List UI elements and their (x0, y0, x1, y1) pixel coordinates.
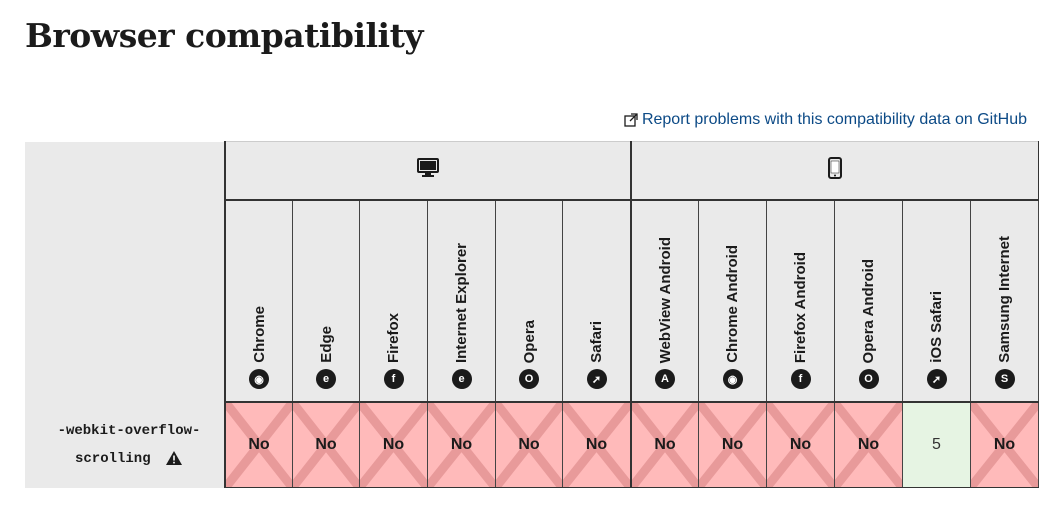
support-cell-7[interactable]: No (698, 402, 767, 488)
browser-name: Firefox (385, 312, 402, 363)
chrome-icon: ◉ (722, 369, 743, 389)
support-cell-1[interactable]: No (292, 402, 360, 488)
browser-name: Opera (520, 319, 538, 363)
browser-header-8: Firefox Android f (766, 200, 835, 403)
support-cell-6[interactable]: No (631, 402, 699, 488)
browser-header-4: Opera O (495, 200, 563, 403)
browser-header-7: Chrome Android ◉ (698, 200, 767, 403)
no-support-cross-icon (496, 403, 562, 487)
mobile-icon (828, 157, 842, 179)
browser-name: WebView Android (656, 236, 674, 363)
support-cell-10[interactable]: 5 (902, 402, 971, 488)
browser-name: Safari (588, 321, 605, 363)
firefox-icon: f (383, 369, 404, 389)
support-value: No (654, 436, 676, 453)
browser-header-6: WebView Android A (631, 200, 699, 403)
support-cell-2[interactable]: No (359, 402, 428, 488)
support-value: 5 (932, 436, 941, 453)
support-value: No (518, 436, 540, 453)
browser-name: Chrome Android (724, 245, 741, 363)
table-corner (25, 141, 226, 402)
support-value: No (450, 436, 473, 453)
feature-name-line2: scrolling (74, 450, 151, 467)
browser-header-11: Samsung Internet S (970, 200, 1039, 403)
no-support-cross-icon (767, 403, 834, 487)
platform-mobile (631, 141, 1039, 201)
support-cell-5[interactable]: No (562, 402, 632, 488)
browser-name: Samsung Internet (996, 236, 1013, 363)
support-value: No (789, 436, 812, 453)
feature-name: -webkit-overflow- scrolling (25, 402, 226, 488)
no-support-cross-icon (360, 403, 427, 487)
desktop-icon (417, 158, 439, 177)
support-cell-8[interactable]: No (766, 402, 835, 488)
support-value: No (382, 436, 405, 453)
support-cell-11[interactable]: No (970, 402, 1039, 488)
browser-name: Edge (317, 326, 335, 363)
browser-header-9: Opera Android O (834, 200, 903, 403)
no-support-cross-icon (699, 403, 766, 487)
external-link-icon (624, 113, 638, 127)
android-icon: A (655, 369, 675, 389)
browser-name: Chrome (250, 306, 268, 363)
no-support-cross-icon (293, 403, 359, 487)
chrome-icon: ◉ (249, 369, 269, 389)
support-cell-9[interactable]: No (834, 402, 903, 488)
safari-icon: ➚ (586, 369, 607, 389)
compat-table: Chrome ◉ Edge e Firefox f Internet Explorer e Op… (25, 141, 1039, 488)
browser-header-3: Internet Explorer e (427, 200, 496, 403)
edge-icon: e (316, 369, 336, 389)
support-cell-0[interactable]: No (225, 402, 293, 488)
opera-icon: O (858, 369, 879, 389)
report-link-label: Report problems with this compatibility … (641, 111, 1027, 128)
opera-icon: O (519, 369, 539, 389)
warning-icon[interactable] (165, 450, 183, 466)
support-value: No (315, 436, 337, 453)
support-value: No (585, 436, 608, 453)
browser-name: Opera Android (860, 258, 877, 363)
firefox-icon: f (790, 369, 811, 389)
internet-explorer-icon: e (451, 369, 472, 389)
no-support-cross-icon (632, 403, 698, 487)
page-title: Browser compatibility (25, 16, 424, 55)
safari-icon: ➚ (926, 369, 947, 389)
browser-header-2: Firefox f (359, 200, 428, 403)
browser-name: Internet Explorer (453, 242, 470, 363)
browser-header-10: iOS Safari ➚ (902, 200, 971, 403)
no-support-cross-icon (428, 403, 495, 487)
support-cell-3[interactable]: No (427, 402, 496, 488)
platform-desktop (225, 141, 632, 201)
no-support-cross-icon (835, 403, 902, 487)
report-problems-link[interactable]: Report problems with this compatibility … (624, 111, 1027, 129)
support-value: No (857, 436, 880, 453)
feature-name-line1: -webkit-overflow- (57, 422, 201, 439)
support-cell-4[interactable]: No (495, 402, 563, 488)
browser-header-0: Chrome ◉ (225, 200, 293, 403)
browser-header-5: Safari ➚ (562, 200, 632, 403)
no-support-cross-icon (563, 403, 630, 487)
no-support-cross-icon (226, 403, 292, 487)
no-support-cross-icon (971, 403, 1038, 487)
browser-name: iOS Safari (928, 291, 945, 363)
browser-header-1: Edge e (292, 200, 360, 403)
support-value: No (248, 436, 270, 453)
samsung-internet-icon: S (994, 369, 1015, 389)
support-value: No (993, 436, 1016, 453)
browser-name: Firefox Android (792, 251, 809, 363)
support-value: No (721, 436, 744, 453)
